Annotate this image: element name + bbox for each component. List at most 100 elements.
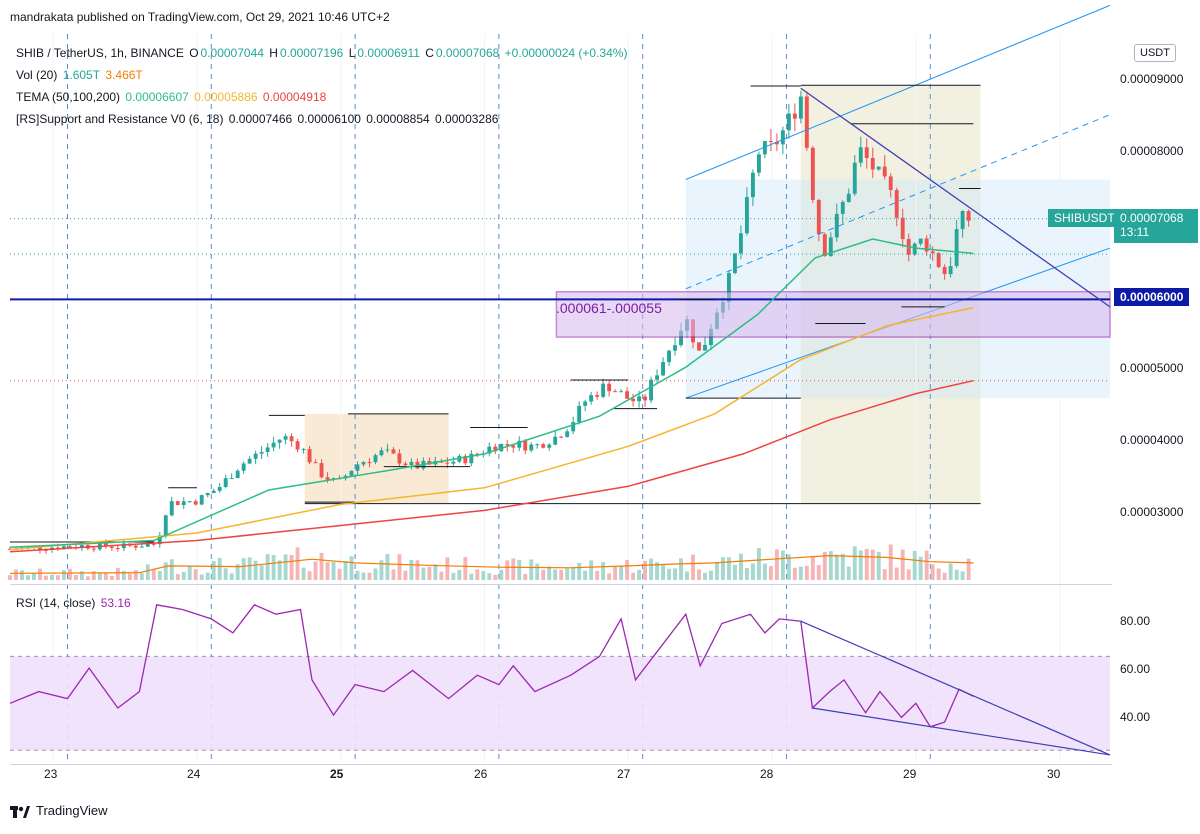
candle-body <box>571 422 576 432</box>
candle-body <box>355 464 360 471</box>
symbol-legend: SHIB / TetherUS, 1h, BINANCE O 0.00007044… <box>16 46 628 60</box>
rsi-band <box>10 656 1110 751</box>
candle-body <box>391 449 396 454</box>
volume-bar <box>906 569 911 580</box>
volume-bar <box>918 556 923 580</box>
time-tick: 30 <box>1047 767 1061 781</box>
candle-body <box>163 515 168 536</box>
volume-bar <box>750 563 755 580</box>
volume-bar <box>559 569 564 580</box>
last-price-label: 0.00007068 13:11 <box>1114 209 1198 243</box>
candle-body <box>942 266 947 275</box>
candle-body <box>786 113 791 131</box>
candle-body <box>193 501 198 505</box>
candle-body <box>852 162 857 194</box>
volume-bar <box>8 575 12 580</box>
candle-body <box>253 453 258 459</box>
volume-bar <box>619 565 624 580</box>
candle-body <box>744 197 749 234</box>
volume-bar <box>85 576 90 580</box>
volume-bar <box>960 571 965 580</box>
candle-body <box>199 495 204 505</box>
volume-bar <box>541 569 546 580</box>
candle-body <box>223 478 228 487</box>
volume-bar <box>816 565 821 580</box>
volume-bar <box>535 563 540 580</box>
volume-bar <box>948 563 953 580</box>
candle-body <box>870 158 875 170</box>
volume-bar <box>553 569 558 580</box>
volume-bar <box>900 549 905 580</box>
candle-body <box>103 542 108 547</box>
volume-bar <box>55 575 60 580</box>
candle-body <box>38 546 42 550</box>
candle-body <box>487 446 492 454</box>
volume-bar <box>397 554 402 580</box>
volume-bar <box>966 558 971 580</box>
candle-body <box>307 449 312 463</box>
volume-bar <box>193 569 198 580</box>
volume-bar <box>822 551 827 580</box>
tradingview-logo-icon <box>10 805 30 818</box>
candle-body <box>409 461 414 466</box>
open-value: 0.00007044 <box>200 46 264 60</box>
candle-body <box>924 238 929 252</box>
volume-bar <box>685 571 689 580</box>
candle-body <box>529 444 534 451</box>
candle-body <box>792 113 797 119</box>
volume-bar <box>469 573 474 580</box>
candle-body <box>912 243 917 255</box>
volume-bar <box>565 568 570 580</box>
volume-bar <box>715 561 719 580</box>
candle-body <box>139 546 144 548</box>
candle-body <box>505 444 510 446</box>
volume-bar <box>151 569 156 580</box>
candle-body <box>673 345 677 351</box>
volume-bar <box>44 575 48 580</box>
volume-bar <box>930 564 935 580</box>
rsi-legend: RSI (14, close) 53.16 <box>16 596 131 610</box>
volume-bar <box>738 553 743 580</box>
candle-body <box>133 545 138 548</box>
volume-bar <box>655 562 660 580</box>
volume-bar <box>732 564 737 580</box>
volume-bar <box>91 571 96 580</box>
candle-body <box>367 462 372 464</box>
tema-legend: TEMA (50,100,200) 0.00006607 0.00005886 … <box>16 90 327 104</box>
candle-body <box>601 383 606 397</box>
volume-bar <box>463 557 468 580</box>
volume-bar <box>175 574 180 580</box>
pane-separator <box>10 584 1112 585</box>
candle-body <box>888 176 893 190</box>
volume-bar <box>361 572 366 580</box>
candle-body <box>625 391 630 399</box>
volume-bar <box>319 552 324 580</box>
candle-body <box>145 543 150 547</box>
candle-body <box>151 543 156 545</box>
time-tick: 26 <box>474 767 488 781</box>
rsi-tick: 80.00 <box>1120 614 1151 628</box>
volume-bar <box>517 559 522 580</box>
candle-body <box>217 486 222 491</box>
candle-body <box>559 436 564 438</box>
candle-body <box>565 431 570 437</box>
volume-bar <box>163 562 168 580</box>
rsi-trendline-upper <box>800 620 1111 756</box>
currency-badge[interactable]: USDT <box>1134 44 1176 62</box>
volume-bar <box>756 548 761 580</box>
volume-bar <box>295 547 300 580</box>
candle-body <box>181 501 186 505</box>
volume-bar <box>313 561 318 580</box>
volume-bar <box>379 560 384 580</box>
volume-bar <box>121 571 126 580</box>
volume-bar <box>571 566 576 580</box>
price-tick: 0.00004000 <box>1120 433 1184 447</box>
price-trendline <box>800 87 1111 308</box>
volume-bar <box>547 566 552 580</box>
volume-bar <box>709 570 713 580</box>
candle-body <box>583 401 588 406</box>
zone-label[interactable]: .000061-.000055 <box>556 300 662 316</box>
candle-body <box>295 441 300 450</box>
volume-bar <box>409 559 414 580</box>
